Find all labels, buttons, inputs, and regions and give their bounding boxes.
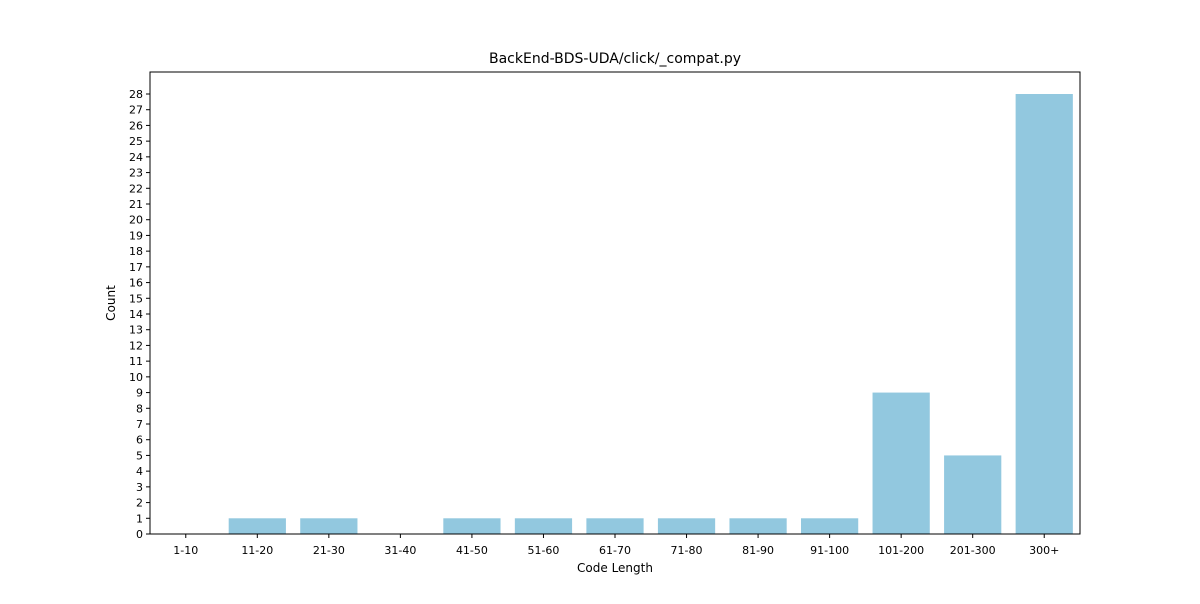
y-tick-label: 0 <box>136 528 143 541</box>
x-tick-label: 41-50 <box>456 544 488 557</box>
y-tick-label: 5 <box>136 449 143 462</box>
y-tick-label: 1 <box>136 512 143 525</box>
y-tick-label: 14 <box>129 308 143 321</box>
bar-201-300 <box>944 455 1002 534</box>
y-tick-label: 4 <box>136 465 143 478</box>
y-tick-label: 18 <box>129 245 143 258</box>
y-tick-label: 2 <box>136 497 143 510</box>
y-tick-label: 13 <box>129 324 143 337</box>
x-tick-label: 91-100 <box>810 544 849 557</box>
chart-title: BackEnd-BDS-UDA/click/_compat.py <box>489 51 741 67</box>
y-tick-label: 7 <box>136 418 143 431</box>
x-tick-label: 81-90 <box>742 544 774 557</box>
bar-61-70 <box>586 518 644 534</box>
ticks-layer: 1-10 11-20 21-30 31-40 41-50 51-60 61-70 71-80 8… <box>129 88 1059 557</box>
y-tick-label: 27 <box>129 104 143 117</box>
x-tick-label: 300+ <box>1029 544 1059 557</box>
bar-91-100 <box>801 518 859 534</box>
y-tick-label: 19 <box>129 229 143 242</box>
x-tick-label: 101-200 <box>878 544 924 557</box>
x-axis-label: Code Length <box>577 561 653 575</box>
y-tick-label: 17 <box>129 261 143 274</box>
y-tick-label: 8 <box>136 402 143 415</box>
x-tick-label: 21-30 <box>313 544 345 557</box>
y-tick-label: 11 <box>129 355 143 368</box>
bars-layer <box>228 94 1073 534</box>
bar-300+ <box>1015 94 1073 534</box>
y-tick-label: 21 <box>129 198 143 211</box>
y-tick-label: 25 <box>129 135 143 148</box>
x-tick-label: 71-80 <box>671 544 703 557</box>
x-tick-label: 11-20 <box>241 544 273 557</box>
bar-41-50 <box>443 518 501 534</box>
bar-101-200 <box>872 392 930 534</box>
y-tick-label: 22 <box>129 182 143 195</box>
y-tick-label: 26 <box>129 119 143 132</box>
y-tick-label: 10 <box>129 371 143 384</box>
bar-81-90 <box>729 518 787 534</box>
y-tick-label: 28 <box>129 88 143 101</box>
bar-11-20 <box>228 518 286 534</box>
bar-71-80 <box>657 518 716 534</box>
y-tick-label: 12 <box>129 339 143 352</box>
y-tick-label: 3 <box>136 481 143 494</box>
y-tick-label: 23 <box>129 167 143 180</box>
y-tick-label: 16 <box>129 277 143 290</box>
y-tick-label: 24 <box>129 151 143 164</box>
bar-51-60 <box>514 518 573 534</box>
y-tick-label: 15 <box>129 292 143 305</box>
x-tick-label: 61-70 <box>599 544 631 557</box>
bar-21-30 <box>300 518 358 534</box>
x-tick-label: 201-300 <box>950 544 996 557</box>
y-axis-label: Count <box>104 285 118 321</box>
x-tick-label: 1-10 <box>173 544 198 557</box>
y-tick-label: 9 <box>136 387 143 400</box>
x-tick-label: 31-40 <box>384 544 416 557</box>
x-tick-label: 51-60 <box>527 544 559 557</box>
y-tick-label: 6 <box>136 434 143 447</box>
y-tick-label: 20 <box>129 214 143 227</box>
plot-frame <box>149 71 1081 535</box>
